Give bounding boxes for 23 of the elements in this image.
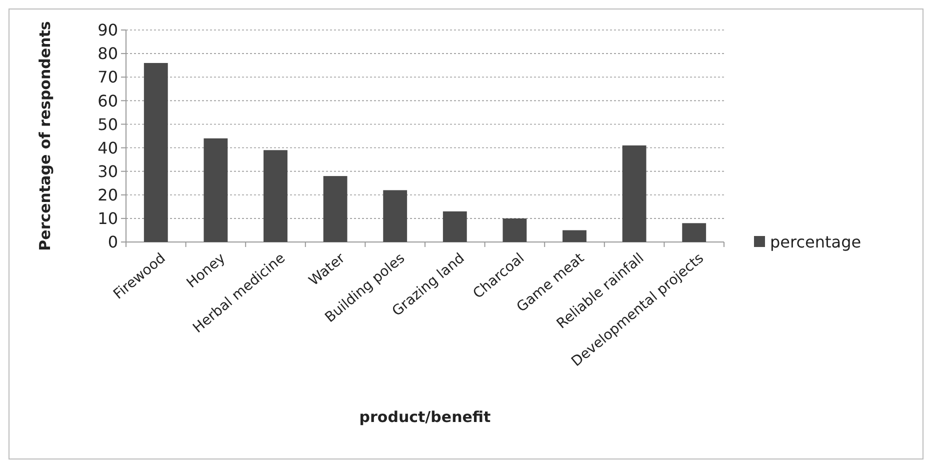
y-tick-label: 70 xyxy=(98,68,118,87)
bar xyxy=(383,190,408,242)
y-tick-label: 40 xyxy=(98,138,118,158)
legend-label: percentage xyxy=(770,232,862,252)
y-tick-label: 50 xyxy=(98,114,118,134)
y-tick-label: 80 xyxy=(98,44,118,64)
bar xyxy=(562,230,586,242)
bar xyxy=(622,145,646,242)
bar xyxy=(682,223,706,242)
bar xyxy=(442,211,467,242)
y-axis-title: Percentage of respondents xyxy=(36,21,54,251)
bar xyxy=(502,218,527,242)
bar xyxy=(264,150,288,242)
y-tick-label: 30 xyxy=(98,162,118,181)
bar xyxy=(204,138,228,242)
x-axis-title: product/benefit xyxy=(359,408,491,426)
y-tick-label: 60 xyxy=(98,91,118,110)
y-tick-label: 90 xyxy=(98,20,118,40)
bar xyxy=(144,62,168,242)
y-tick-label: 10 xyxy=(98,209,118,228)
y-tick-label: 20 xyxy=(98,185,118,204)
y-tick-label: 0 xyxy=(108,232,118,252)
bar xyxy=(323,176,348,242)
